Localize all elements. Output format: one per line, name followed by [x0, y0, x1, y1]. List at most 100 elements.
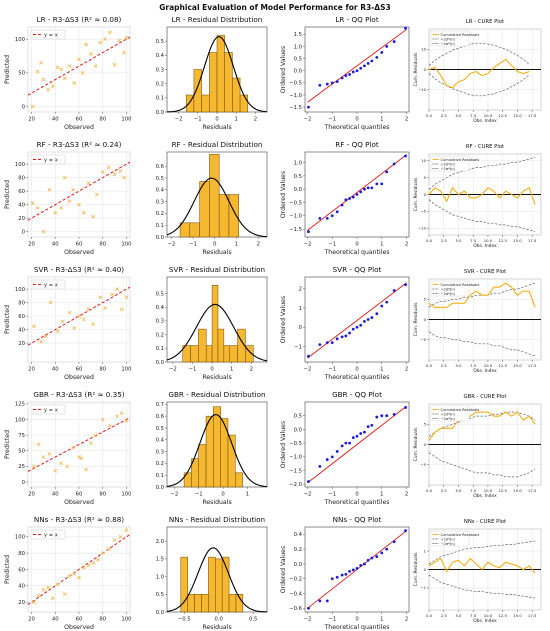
svr-qq-ytick-label: 2	[299, 286, 302, 292]
nns-qq-ytick-label: 0.4	[294, 532, 303, 538]
gbr-cure-panel: GBR - CURE Plot 0.0 2.5 5.0 7.5 10.0 12.5 15.0 1…	[413, 394, 542, 499]
lr-scatter-point-stroke-b	[77, 57, 81, 62]
lr-cure-ytick-label: 0	[424, 67, 427, 72]
rf-qq-ytick-label: 1.0	[294, 160, 303, 166]
lr-qq-ytick-label: −0.5	[289, 81, 302, 87]
gbr-scatter-point	[124, 418, 129, 423]
svr-scatter-point	[110, 292, 115, 297]
svr-hist-bar	[229, 345, 238, 363]
nns-scatter-ytick-label: 20	[18, 600, 25, 606]
gbr-scatter-ytick-label: 25	[18, 464, 25, 470]
nns-scatter-point	[55, 582, 60, 587]
svr-scatter-point-stroke-b	[98, 295, 103, 300]
nns-scatter-point	[51, 596, 55, 600]
svr-scatter-identity-line	[27, 286, 131, 346]
svr-scatter-point	[81, 317, 86, 322]
svr-hist-normal-curve	[166, 303, 268, 362]
gbr-qq-point	[366, 425, 370, 429]
nns-scatter-ytick-label: 80	[18, 551, 25, 557]
gbr-hist-ytick-label: 0.3	[156, 449, 164, 455]
nns-qq-point	[348, 569, 351, 573]
nns-qq-xtick-label: −1	[328, 616, 336, 622]
nns-cure-xtick-label: 10.0	[484, 613, 493, 618]
nns-qq-point	[351, 568, 355, 572]
nns-cure-xtick-label: 12.5	[498, 613, 507, 618]
gbr-qq-point	[318, 465, 322, 468]
nns-qq-xtick-label: 0	[355, 616, 359, 622]
rf-scatter-point-stroke-b	[71, 187, 75, 192]
gbr-scatter-point-stroke-b	[84, 467, 88, 472]
nns-scatter-point-stroke-b	[91, 561, 96, 565]
lr-qq-ytick-label: −1.0	[289, 93, 302, 99]
nns-qq-panel: NNs - QQ Plot −2 −1 0 1 2 −0.6 −0.4 −0.2 0.0 0.2 0.…	[280, 515, 410, 631]
nns-hist-xtick-label: −0.5	[178, 616, 191, 622]
rf-scatter-ylabel: Predicted	[4, 180, 11, 209]
gbr-scatter-title: GBR - R3-ΔS3 (R² ≈ 0.35)	[33, 390, 124, 399]
gbr-qq-reference-line	[307, 405, 407, 484]
nns-hist-bar	[201, 594, 209, 613]
gbr-scatter-legend-box	[30, 404, 66, 415]
lr-scatter-xtick-label: 80	[99, 116, 106, 122]
gbr-hist-bar	[227, 434, 236, 488]
gbr-qq-point	[330, 455, 334, 459]
nns-qq-point	[404, 529, 407, 533]
nns-qq-xtick-label: 2	[405, 616, 408, 622]
rf-cure-legend: Cumulative Residuals+2σ*(n)−2σ*(n)	[430, 155, 480, 172]
rf-qq-point	[385, 170, 389, 174]
svr-scatter-point	[98, 295, 103, 300]
svr-qq-point	[385, 300, 389, 304]
nns-scatter-point	[100, 551, 105, 556]
lr-scatter-xtick-label: 60	[76, 116, 83, 122]
nns-scatter-point-stroke-b	[81, 565, 86, 570]
lr-scatter-point	[59, 67, 64, 72]
rf-scatter-point	[106, 165, 111, 170]
svr-cure-legend-label: Cumulative Residuals	[441, 283, 480, 287]
lr-hist-panel: LR - Residual Distribution −2 −1 0 1 2 0.0 0.1 0…	[156, 15, 268, 131]
lr-scatter-point	[122, 50, 126, 55]
rf-qq-point	[392, 162, 396, 166]
rf-qq-xtick-label: 0	[355, 241, 359, 247]
rf-qq-ytick-label: 0.5	[294, 174, 302, 180]
svr-scatter-point-stroke-b	[119, 307, 124, 312]
gbr-cure-cumulative-line	[428, 411, 536, 441]
rf-cure-title: RF - CURE Plot	[466, 144, 504, 150]
svr-qq-xtick-label: −2	[304, 366, 312, 372]
gbr-scatter-xtick-label: 40	[52, 491, 59, 497]
nns-hist-bar	[208, 556, 216, 613]
svr-scatter-point	[55, 329, 60, 333]
rf-hist-xlabel: Residuals	[202, 249, 231, 256]
nns-scatter-point-stroke-b	[36, 593, 41, 598]
rf-cure-legend-label: Cumulative Residuals	[441, 158, 480, 162]
svr-qq-point	[359, 323, 363, 327]
gbr-scatter-ytick-label: 0	[22, 480, 26, 486]
rf-scatter-legend: y = x	[30, 154, 66, 165]
gbr-scatter-point-stroke-b	[32, 464, 36, 469]
rf-cure-ylabel: Cum. Residuals	[413, 177, 419, 211]
svr-cure-xtick-label: 2.5	[441, 363, 448, 368]
gbr-scatter-panel: GBR - R3-ΔS3 (R² ≈ 0.35) 20 40 60 80 100 0 25 50…	[4, 390, 132, 506]
nns-cure-xtick-label: 17.5	[528, 613, 537, 618]
nns-scatter-point-stroke-b	[124, 528, 129, 533]
lr-scatter-title: LR - R3-ΔS3 (R² ≈ 0.08)	[37, 15, 122, 24]
nns-qq-point	[340, 573, 344, 577]
svr-hist-bar	[223, 345, 230, 363]
nns-qq-point	[318, 599, 322, 603]
lr-scatter-identity-line	[27, 36, 131, 96]
gbr-cure-title: GBR - CURE Plot	[464, 394, 507, 400]
nns-hist-bar	[180, 556, 188, 613]
lr-qq-point	[404, 26, 407, 30]
rf-scatter-xlabel: Observed	[64, 249, 94, 256]
lr-cure-lower-band	[428, 73, 530, 97]
rf-hist-bar	[199, 181, 210, 238]
rf-qq-point	[318, 217, 322, 220]
nns-scatter-point	[62, 592, 67, 596]
nns-qq-point	[363, 562, 366, 566]
nns-hist-xtick-label: 0.0	[215, 616, 224, 622]
rf-scatter-ytick-label: 80	[18, 175, 25, 181]
nns-hist-title: NNs - Residual Distribution	[169, 515, 265, 524]
lr-scatter-point-stroke-b	[41, 77, 46, 82]
svr-scatter-point	[72, 326, 77, 331]
gbr-hist-ytick-label: 0.0	[156, 485, 165, 491]
rf-cure-lower-band	[428, 199, 536, 232]
rf-hist-panel: RF - Residual Distribution −2 −1 0 1 2 0.0 0.1 0…	[156, 140, 268, 256]
